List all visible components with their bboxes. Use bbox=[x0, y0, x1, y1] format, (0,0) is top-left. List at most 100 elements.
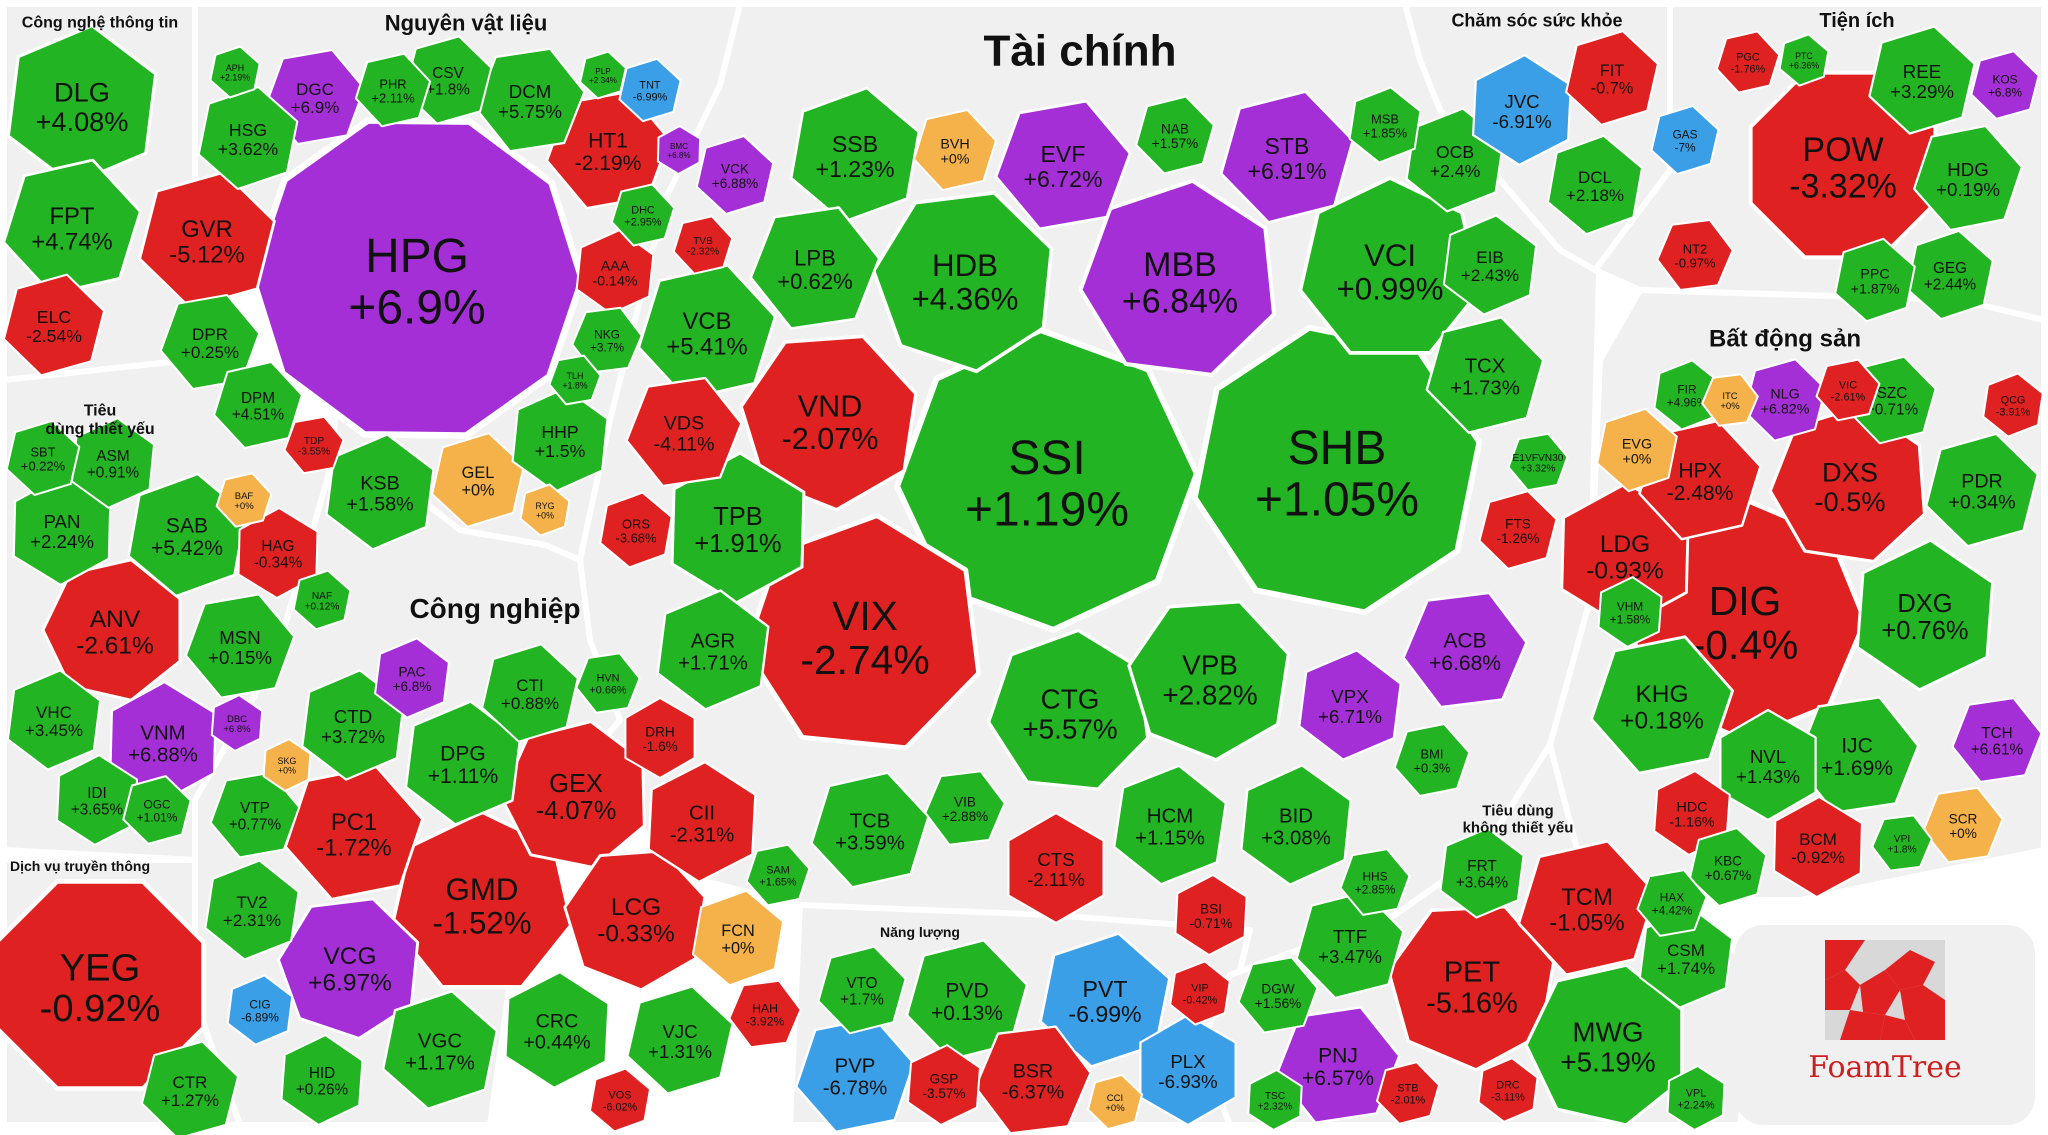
stock-cell-gex[interactable]: GEX-4.07% bbox=[499, 720, 646, 870]
stock-cell-dlg[interactable]: DLG+4.08% bbox=[6, 24, 158, 186]
stock-cell-qcg[interactable]: QCG-3.91% bbox=[1982, 372, 2044, 438]
stock-cell-frt[interactable]: FRT+3.64% bbox=[1439, 827, 1525, 919]
stock-cell-hhs[interactable]: HHS+2.85% bbox=[1339, 848, 1411, 916]
stock-cell-fir[interactable]: FIR+4.96% bbox=[1653, 359, 1721, 431]
stock-cell-vto[interactable]: VTO+1.7% bbox=[817, 945, 907, 1035]
stock-cell-acb[interactable]: ACB+6.68% bbox=[1402, 591, 1528, 709]
stock-cell-bmc[interactable]: BMC+6.8% bbox=[656, 125, 702, 175]
stock-cell-vnd[interactable]: VND-2.07% bbox=[739, 334, 918, 512]
stock-cell-hdg[interactable]: HDG+0.19% bbox=[1912, 124, 2024, 232]
stock-cell-msb[interactable]: MSB+1.85% bbox=[1348, 86, 1422, 164]
stock-cell-vib[interactable]: VIB+2.88% bbox=[924, 770, 1006, 846]
stock-cell-sbt[interactable]: SBT+0.22% bbox=[5, 420, 81, 496]
stock-cell-pnj[interactable]: PNJ+6.57% bbox=[1275, 1006, 1401, 1124]
stock-cell-bid[interactable]: BID+3.08% bbox=[1240, 764, 1352, 886]
stock-cell-e1vfvn30[interactable]: E1VFVN30+3.32% bbox=[1507, 432, 1569, 492]
stock-cell-pvd[interactable]: PVD+0.13% bbox=[905, 939, 1029, 1061]
stock-cell-ctr[interactable]: CTR+1.27% bbox=[140, 1040, 240, 1135]
stock-cell-asm[interactable]: ASM+0.91% bbox=[71, 417, 155, 509]
stock-cell-tpb[interactable]: TPB+1.91% bbox=[670, 451, 806, 605]
stock-cell-bsi[interactable]: BSI-0.71% bbox=[1174, 874, 1248, 956]
stock-cell-tv2[interactable]: TV2+2.31% bbox=[204, 859, 300, 961]
stock-cell-ogc[interactable]: OGC+1.01% bbox=[122, 775, 192, 845]
stock-cell-nlg[interactable]: NLG+6.82% bbox=[1743, 358, 1827, 442]
stock-cell-mbb[interactable]: MBB+6.84% bbox=[1078, 178, 1276, 377]
stock-cell-vcb[interactable]: VCB+5.41% bbox=[637, 263, 777, 401]
stock-cell-gvr[interactable]: GVR-5.12% bbox=[138, 170, 276, 310]
stock-cell-tcb[interactable]: TCB+3.59% bbox=[810, 771, 930, 889]
stock-cell-drh[interactable]: DRH-1.6% bbox=[624, 697, 696, 779]
stock-cell-ttf[interactable]: TTF+3.47% bbox=[1295, 890, 1405, 1000]
stock-cell-vos[interactable]: VOS-6.02% bbox=[588, 1067, 652, 1133]
stock-cell-cti[interactable]: CTI+0.88% bbox=[481, 643, 579, 743]
stock-cell-hdb[interactable]: HDB+4.36% bbox=[871, 190, 1054, 374]
stock-cell-pc1[interactable]: PC1-1.72% bbox=[283, 765, 425, 901]
stock-cell-tdp[interactable]: TDP-3.55% bbox=[283, 415, 345, 475]
stock-cell-ors[interactable]: ORS-3.68% bbox=[599, 491, 673, 569]
stock-cell-csv[interactable]: CSV+1.8% bbox=[403, 35, 493, 125]
stock-cell-dxs[interactable]: DXS-0.5% bbox=[1768, 404, 1927, 564]
stock-cell-hsg[interactable]: HSG+3.62% bbox=[197, 85, 299, 191]
stock-cell-tch[interactable]: TCH+6.61% bbox=[1951, 697, 2043, 783]
stock-cell-ryg[interactable]: RYG+0% bbox=[519, 483, 571, 537]
stock-cell-vck[interactable]: VCK+6.88% bbox=[695, 135, 775, 215]
stock-cell-dcm[interactable]: DCM+5.75% bbox=[474, 47, 586, 153]
stock-cell-itc[interactable]: ITC+0% bbox=[1701, 373, 1759, 427]
stock-cell-tvb[interactable]: TVB-2.32% bbox=[672, 215, 734, 275]
stock-cell-khg[interactable]: KHG+0.18% bbox=[1589, 635, 1735, 775]
stock-cell-hvn[interactable]: HVN+0.66% bbox=[575, 652, 641, 714]
stock-cell-tlh[interactable]: TLH+1.8% bbox=[548, 354, 602, 406]
stock-cell-vtp[interactable]: VTP+0.77% bbox=[209, 771, 301, 859]
stock-cell-ree[interactable]: REE+3.29% bbox=[1868, 25, 1976, 135]
stock-cell-eib[interactable]: EIB+2.43% bbox=[1442, 214, 1538, 316]
stock-cell-vip[interactable]: VIP-0.42% bbox=[1169, 960, 1231, 1026]
stock-cell-phr[interactable]: PHR+2.11% bbox=[354, 52, 432, 128]
stock-cell-ijc[interactable]: IJC+1.69% bbox=[1794, 696, 1920, 814]
stock-cell-mwg[interactable]: MWG+5.19% bbox=[1524, 963, 1684, 1127]
stock-cell-skg[interactable]: SKG+0% bbox=[262, 738, 312, 792]
stock-cell-nkg[interactable]: NKG+3.7% bbox=[571, 306, 643, 374]
stock-cell-pet[interactable]: PET-5.16% bbox=[1386, 905, 1556, 1072]
stock-cell-ctg[interactable]: CTG+5.57% bbox=[986, 628, 1150, 791]
stock-cell-agr[interactable]: AGR+1.71% bbox=[656, 589, 770, 711]
stock-cell-pgc[interactable]: PGC-1.76% bbox=[1715, 30, 1781, 94]
stock-cell-ssi[interactable]: SSI+1.19% bbox=[894, 327, 1200, 633]
stock-cell-nt2[interactable]: NT2-0.97% bbox=[1656, 219, 1734, 291]
stock-cell-vcg[interactable]: VCG+6.97% bbox=[276, 897, 420, 1040]
stock-cell-hpg[interactable]: HPG+6.9% bbox=[248, 117, 586, 439]
stock-cell-bvh[interactable]: BVH+0% bbox=[913, 108, 997, 192]
stock-cell-vhc[interactable]: VHC+3.45% bbox=[6, 669, 102, 771]
stock-cell-dcl[interactable]: DCL+2.18% bbox=[1547, 134, 1643, 236]
stock-cell-pvp[interactable]: PVP-6.78% bbox=[795, 1016, 915, 1134]
stock-cell-evg[interactable]: EVG+0% bbox=[1596, 407, 1678, 493]
stock-cell-sam[interactable]: SAM+1.65% bbox=[745, 843, 811, 907]
stock-cell-hid[interactable]: HID+0.26% bbox=[280, 1034, 364, 1126]
stock-cell-lpb[interactable]: LPB+0.62% bbox=[749, 206, 881, 330]
stock-cell-hdc[interactable]: HDC-1.16% bbox=[1653, 770, 1731, 856]
stock-cell-ksb[interactable]: KSB+1.58% bbox=[325, 433, 435, 551]
stock-cell-dpg[interactable]: DPG+1.11% bbox=[404, 700, 522, 826]
stock-cell-vjc[interactable]: VJC+1.31% bbox=[626, 985, 734, 1095]
stock-cell-plx[interactable]: PLX-6.93% bbox=[1139, 1013, 1237, 1127]
stock-cell-tsc[interactable]: TSC+2.32% bbox=[1247, 1069, 1303, 1131]
stock-cell-geg[interactable]: GEG+2.44% bbox=[1906, 229, 1994, 321]
stock-cell-fit[interactable]: FIT-0.7% bbox=[1565, 30, 1659, 126]
stock-cell-vic[interactable]: VIC-2.61% bbox=[1815, 358, 1881, 422]
stock-cell-ptc[interactable]: PTC+6.36% bbox=[1778, 33, 1830, 87]
stock-cell-cii[interactable]: CII-2.31% bbox=[647, 760, 757, 884]
stock-cell-dxg[interactable]: DXG+0.76% bbox=[1855, 538, 1995, 692]
stock-cell-cts[interactable]: CTS-2.11% bbox=[1007, 811, 1105, 925]
stock-cell-vnm[interactable]: VNM+6.88% bbox=[109, 680, 217, 804]
stock-cell-stb[interactable]: STB+6.91% bbox=[1219, 90, 1355, 224]
stock-cell-hhp[interactable]: HHP+1.5% bbox=[511, 387, 609, 493]
stock-cell-cci[interactable]: CCI+0% bbox=[1087, 1073, 1143, 1131]
stock-cell-crc[interactable]: CRC+0.44% bbox=[504, 970, 610, 1090]
stock-cell-dpm[interactable]: DPM+4.51% bbox=[213, 361, 303, 449]
stock-cell-fcn[interactable]: FCN+0% bbox=[691, 889, 785, 987]
stock-cell-vpx[interactable]: VPX+6.71% bbox=[1298, 649, 1402, 761]
stock-cell-tcx[interactable]: TCX+1.73% bbox=[1425, 316, 1545, 434]
stock-cell-bsr[interactable]: BSR-6.37% bbox=[974, 1025, 1092, 1135]
stock-cell-ssb[interactable]: SSB+1.23% bbox=[789, 86, 921, 224]
stock-cell-vgc[interactable]: VGC+1.17% bbox=[381, 990, 499, 1111]
stock-cell-shb[interactable]: SHB+1.05% bbox=[1191, 324, 1483, 616]
